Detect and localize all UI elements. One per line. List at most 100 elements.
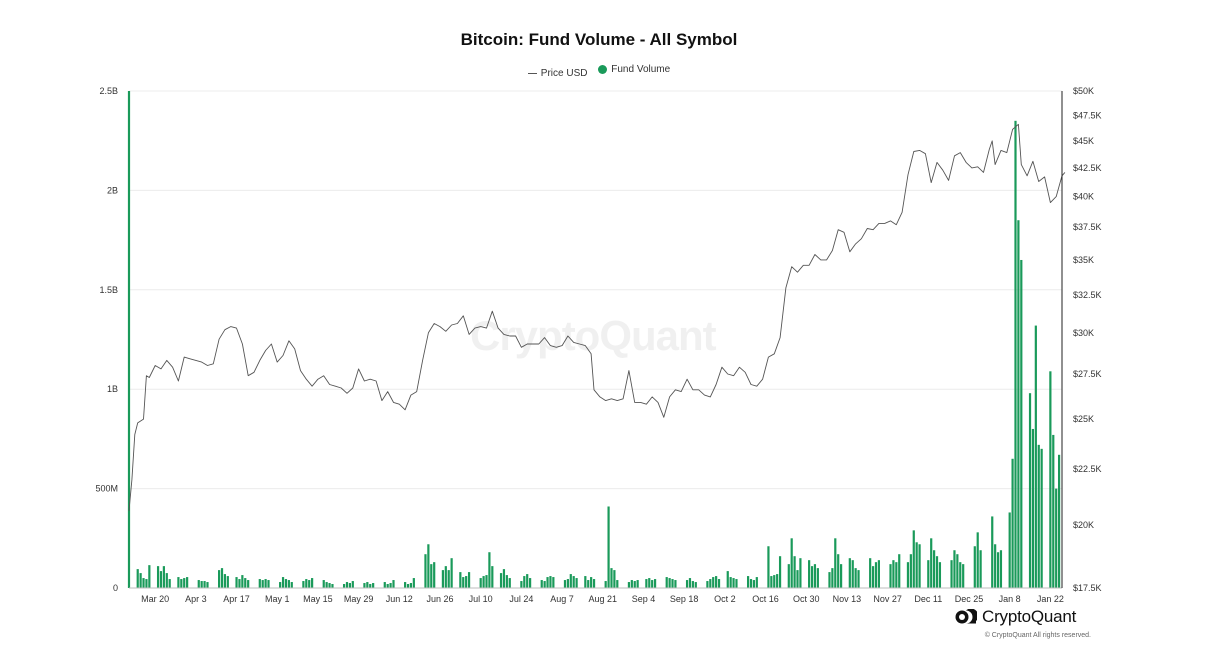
fund-volume-bar[interactable] [241, 575, 244, 588]
fund-volume-bar[interactable] [540, 580, 543, 588]
fund-volume-bar[interactable] [482, 576, 485, 588]
fund-volume-bar[interactable] [691, 581, 694, 588]
fund-volume-bar[interactable] [302, 581, 305, 588]
fund-volume-bar[interactable] [1031, 428, 1035, 588]
fund-volume-bar[interactable] [1052, 434, 1055, 588]
fund-volume-bar[interactable] [491, 566, 494, 588]
fund-volume-bar[interactable] [1037, 444, 1040, 588]
fund-volume-bar[interactable] [813, 564, 817, 588]
fund-volume-bar[interactable] [462, 577, 465, 588]
fund-volume-bar[interactable] [831, 568, 834, 588]
fund-volume-bar[interactable] [142, 578, 145, 588]
fund-volume-bar[interactable] [709, 579, 712, 588]
fund-volume-bar[interactable] [912, 530, 915, 588]
legend-item-price[interactable]: Price USD [527, 68, 587, 79]
fund-volume-bar[interactable] [345, 582, 349, 588]
fund-volume-bar[interactable] [991, 516, 994, 588]
fund-volume-bar[interactable] [348, 583, 351, 588]
fund-volume-bar[interactable] [607, 506, 610, 588]
fund-volume-bar[interactable] [465, 576, 468, 588]
fund-volume-bar[interactable] [502, 569, 506, 588]
fund-volume-bar[interactable] [459, 572, 462, 588]
fund-volume-bar[interactable] [956, 554, 959, 588]
fund-volume-bar[interactable] [933, 550, 936, 588]
fund-volume-bar[interactable] [810, 566, 814, 588]
fund-volume-bar[interactable] [604, 581, 607, 588]
fund-volume-bar[interactable] [526, 574, 529, 588]
fund-volume-bar[interactable] [508, 578, 511, 588]
price-usd-line[interactable] [128, 123, 1066, 511]
fund-volume-bar[interactable] [857, 570, 860, 588]
fund-volume-bar[interactable] [406, 584, 410, 588]
fund-volume-bar[interactable] [549, 576, 552, 588]
fund-volume-bar[interactable] [284, 579, 288, 588]
fund-volume-bar[interactable] [590, 577, 593, 588]
fund-volume-bar[interactable] [1040, 448, 1043, 588]
fund-volume-bar[interactable] [328, 583, 331, 588]
fund-volume-bar[interactable] [325, 582, 328, 588]
fund-volume-bar[interactable] [584, 576, 587, 588]
fund-volume-bar[interactable] [264, 579, 267, 588]
fund-volume-bar[interactable] [674, 580, 677, 588]
fund-volume-bar[interactable] [706, 581, 709, 588]
fund-volume-bar[interactable] [735, 579, 738, 588]
fund-volume-bar[interactable] [636, 580, 639, 588]
fund-volume-bar[interactable] [529, 578, 532, 588]
fund-volume-bar[interactable] [287, 580, 290, 588]
fund-volume-bar[interactable] [281, 577, 285, 588]
fund-volume-bar[interactable] [543, 581, 546, 588]
fund-volume-bar[interactable] [258, 579, 261, 588]
fund-volume-bar[interactable] [1008, 512, 1011, 588]
fund-volume-bar[interactable] [930, 538, 933, 588]
fund-volume-bar[interactable] [247, 580, 250, 588]
fund-volume-bar[interactable] [633, 581, 636, 588]
fund-volume-bar[interactable] [441, 570, 445, 588]
fund-volume-bar[interactable] [162, 566, 165, 588]
fund-volume-bar[interactable] [918, 544, 921, 588]
fund-volume-bar[interactable] [848, 558, 851, 588]
fund-volume-bar[interactable] [851, 560, 854, 588]
fund-volume-bar[interactable] [927, 560, 930, 588]
fund-volume-bar[interactable] [177, 577, 180, 588]
fund-volume-bar[interactable] [220, 568, 224, 588]
fund-volume-bar[interactable] [226, 576, 229, 588]
fund-volume-bar[interactable] [630, 580, 633, 588]
fund-volume-bar[interactable] [877, 560, 880, 588]
fund-volume-bar[interactable] [828, 572, 831, 588]
fund-volume-bar[interactable] [261, 580, 264, 588]
fund-volume-bar[interactable] [816, 568, 819, 588]
fund-volume-bar[interactable] [383, 582, 386, 588]
fund-volume-bar[interactable] [973, 546, 976, 588]
fund-volume-bar[interactable] [767, 546, 770, 588]
fund-volume-bar[interactable] [953, 550, 956, 588]
fund-volume-bar[interactable] [444, 566, 447, 588]
fund-volume-bar[interactable] [837, 554, 840, 588]
fund-volume-bar[interactable] [200, 581, 203, 588]
fund-volume-bar[interactable] [592, 579, 596, 588]
fund-volume-bar[interactable] [563, 580, 567, 588]
fund-volume-bar[interactable] [447, 570, 450, 588]
fund-volume-bar[interactable] [668, 578, 671, 588]
fund-volume-bar[interactable] [909, 554, 912, 588]
fund-volume-bar[interactable] [372, 583, 375, 588]
fund-volume-bar[interactable] [331, 584, 334, 588]
fund-volume-bar[interactable] [915, 542, 918, 588]
fund-volume-bar[interactable] [950, 560, 953, 588]
fund-volume-bar[interactable] [962, 564, 965, 588]
fund-volume-bar[interactable] [197, 580, 200, 588]
fund-volume-bar[interactable] [223, 574, 227, 588]
fund-volume-bar[interactable] [898, 554, 901, 588]
fund-volume-bar[interactable] [238, 579, 241, 588]
fund-volume-bar[interactable] [505, 575, 508, 588]
fund-volume-bar[interactable] [1017, 220, 1020, 588]
fund-volume-bar[interactable] [906, 562, 910, 588]
fund-volume-bar[interactable] [290, 582, 293, 588]
fund-volume-bar[interactable] [342, 584, 346, 588]
fund-volume-bar[interactable] [996, 552, 1000, 588]
fund-volume-bar[interactable] [363, 583, 366, 588]
fund-volume-bar[interactable] [653, 579, 657, 588]
fund-volume-bar[interactable] [715, 576, 718, 588]
fund-volume-bar[interactable] [773, 575, 776, 588]
fund-volume-bar[interactable] [206, 582, 209, 588]
